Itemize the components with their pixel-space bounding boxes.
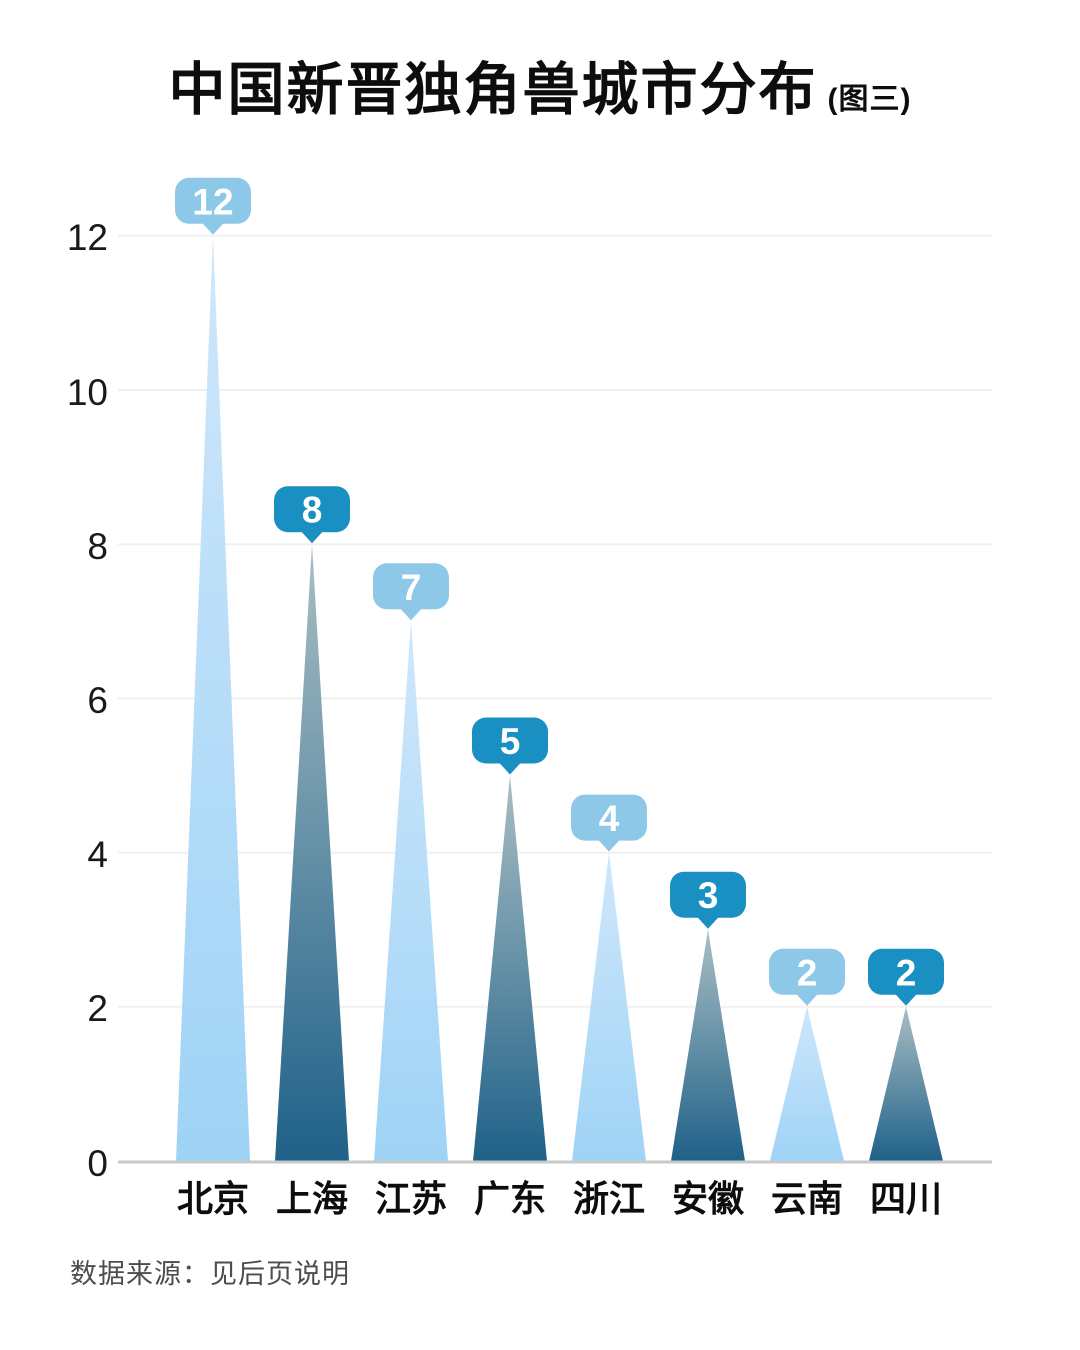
x-category-label-安徽: 安徽 xyxy=(671,1178,744,1219)
x-category-label-浙江: 浙江 xyxy=(572,1178,645,1219)
bar-triangle-四川 xyxy=(869,1006,943,1161)
value-badge-text: 7 xyxy=(401,567,422,608)
value-badge-bubble xyxy=(769,948,845,995)
y-tick-label-12: 12 xyxy=(66,217,108,259)
chart-title: 中国新晋独角兽城市分布 (图三) xyxy=(0,58,1080,124)
value-badge-text: 5 xyxy=(500,721,521,762)
value-badge-广东: 5 xyxy=(472,717,548,775)
value-badge-tail xyxy=(400,608,422,621)
value-badge-北京: 12 xyxy=(175,177,251,235)
value-badge-tail xyxy=(598,839,620,852)
value-badge-云南: 2 xyxy=(769,948,845,1006)
value-badge-四川: 2 xyxy=(868,948,944,1006)
value-badge-bubble xyxy=(571,794,647,841)
value-badge-text: 8 xyxy=(302,490,323,531)
value-badge-上海: 8 xyxy=(274,486,350,544)
value-badge-bubble xyxy=(175,177,251,224)
value-badge-江苏: 7 xyxy=(373,563,449,621)
x-category-label-四川: 四川 xyxy=(869,1178,942,1219)
value-badge-bubble xyxy=(868,948,944,995)
y-tick-label-10: 10 xyxy=(66,371,108,413)
x-category-label-北京: 北京 xyxy=(176,1178,249,1219)
value-badge-tail xyxy=(301,531,323,544)
chart-title-text: 中国新晋独角兽城市分布 xyxy=(168,58,818,122)
bar-triangle-广东 xyxy=(473,775,547,1161)
y-tick-label-4: 4 xyxy=(87,834,108,876)
value-badge-text: 2 xyxy=(896,952,917,993)
value-badge-text: 2 xyxy=(797,952,818,993)
bar-triangle-北京 xyxy=(176,235,250,1162)
value-badge-tail xyxy=(697,916,719,929)
y-tick-label-2: 2 xyxy=(87,988,108,1030)
value-badge-tail xyxy=(202,222,224,235)
y-tick-label-6: 6 xyxy=(87,679,108,721)
value-badge-浙江: 4 xyxy=(571,794,647,852)
value-badge-tail xyxy=(796,993,818,1006)
value-badge-text: 3 xyxy=(698,875,719,916)
bar-triangle-安徽 xyxy=(671,929,745,1161)
x-category-label-上海: 上海 xyxy=(275,1178,348,1219)
bar-triangle-上海 xyxy=(275,544,349,1161)
y-tick-label-0: 0 xyxy=(87,1142,108,1184)
x-category-label-江苏: 江苏 xyxy=(374,1178,447,1219)
bar-triangle-云南 xyxy=(770,1006,844,1161)
value-badge-bubble xyxy=(373,563,449,610)
bar-triangle-浙江 xyxy=(572,852,646,1161)
value-badge-bubble xyxy=(274,486,350,533)
value-badge-tail xyxy=(499,762,521,775)
value-badge-text: 12 xyxy=(192,181,233,222)
value-badge-bubble xyxy=(670,871,746,918)
x-category-label-广东: 广东 xyxy=(473,1178,546,1219)
chart-title-suffix: (图三) xyxy=(827,83,912,116)
value-badge-bubble xyxy=(472,717,548,764)
y-tick-label-8: 8 xyxy=(87,525,108,567)
value-badge-安徽: 3 xyxy=(670,871,746,929)
x-category-label-云南: 云南 xyxy=(770,1178,843,1219)
value-badge-tail xyxy=(895,993,917,1006)
bar-triangle-江苏 xyxy=(374,621,448,1161)
source-note: 数据来源：见后页说明 xyxy=(70,1259,350,1289)
value-badge-text: 4 xyxy=(599,798,620,839)
